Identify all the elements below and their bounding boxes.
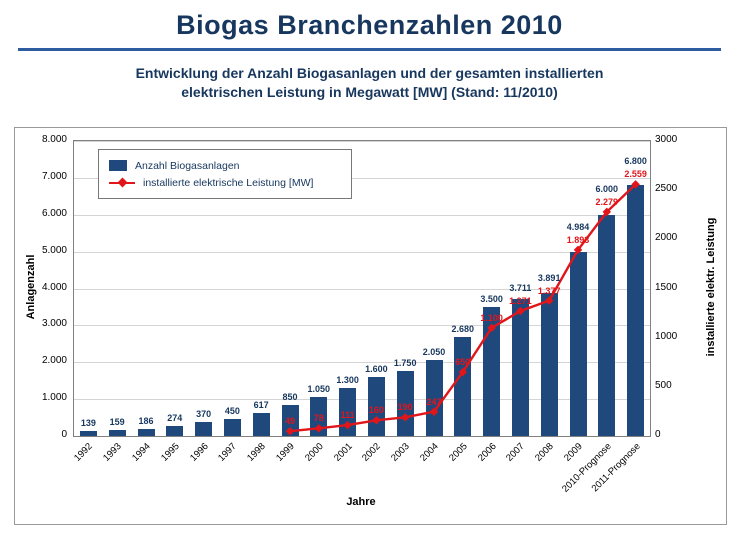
legend-line-swatch-icon (109, 177, 135, 187)
legend-item-line: installierte elektrische Leistung [MW] (109, 174, 339, 191)
right-axis-title: installierte elektr. Leistung (705, 217, 717, 357)
gridline (74, 325, 650, 327)
bar-value-label: 370 (196, 409, 212, 420)
left-axis-tick-label: 8.000 (41, 134, 67, 145)
line-value-label: 2.279 (595, 196, 619, 207)
bar (223, 419, 241, 436)
bar (569, 252, 587, 436)
left-axis-tick-label: 4.000 (41, 281, 67, 293)
bar-value-label: 274 (167, 412, 183, 423)
line-value-label: 2.559 (624, 169, 647, 180)
gridline (74, 251, 650, 253)
right-axis-tick-label: 2500 (655, 183, 678, 195)
gridline (74, 214, 650, 216)
right-axis-tick-label: 1000 (655, 330, 678, 342)
legend-line-label: installierte elektrische Leistung [MW] (143, 176, 314, 189)
bar-value-label: 1.050 (307, 384, 331, 395)
bar-value-label: 3.891 (537, 272, 561, 283)
chart-subtitle-line1: Entwicklung der Anzahl Biogasanlagen und… (135, 65, 604, 81)
gridline (74, 141, 650, 142)
chart-subtitle: Entwicklung der Anzahl Biogasanlagen und… (0, 64, 739, 102)
bar (252, 413, 270, 436)
left-axis-tick-label: 1.000 (41, 392, 67, 404)
bar (483, 306, 501, 436)
chart-legend: Anzahl Biogasanlagen installierte elektr… (98, 149, 352, 199)
bar-value-label: 6.800 (624, 156, 647, 167)
chart-subtitle-line2: elektrischen Leistung in Megawatt [MW] (… (181, 84, 558, 100)
bar (627, 185, 645, 436)
title-divider (18, 48, 721, 51)
bar-value-label: 186 (138, 416, 154, 427)
bar (511, 299, 529, 436)
bar-value-label: 6.000 (595, 183, 619, 194)
bar (166, 425, 184, 436)
legend-bar-swatch-icon (109, 160, 127, 171)
left-axis-tick-label: 0 (61, 429, 67, 440)
bar (598, 214, 616, 436)
right-axis-tick-label: 2000 (655, 232, 678, 244)
right-axis-tick-label: 0 (655, 429, 661, 440)
line-value-label: 1.377 (537, 285, 561, 296)
left-axis-tick-label: 5.000 (41, 244, 67, 256)
line-value-label: 650 (455, 357, 471, 368)
chart-area: Anlagenzahl installierte elektr. Leistun… (14, 127, 727, 525)
right-axis-tick-label: 500 (655, 379, 672, 391)
bar (108, 430, 126, 436)
bar-value-label: 1.750 (393, 358, 417, 369)
left-axis-tick-label: 6.000 (41, 207, 67, 219)
legend-item-bars: Anzahl Biogasanlagen (109, 157, 339, 174)
bar-value-label: 2.680 (451, 324, 475, 335)
gridline (74, 399, 650, 401)
bar-value-label: 2.050 (422, 347, 446, 358)
bar-value-label: 4.984 (566, 221, 590, 232)
left-axis-tick-label: 2.000 (41, 355, 67, 367)
bar-value-label: 1.300 (336, 375, 359, 386)
legend-bar-label: Anzahl Biogasanlagen (135, 159, 240, 172)
bar-value-label: 139 (80, 417, 96, 428)
gridline (74, 177, 650, 179)
bar-value-label: 450 (224, 406, 240, 417)
page-title: Biogas Branchenzahlen 2010 (176, 10, 563, 40)
bar (454, 337, 472, 436)
bar-value-label: 159 (109, 417, 125, 428)
line-value-label: 247 (426, 396, 442, 407)
line-value-label: 1.100 (480, 312, 503, 323)
bar (137, 429, 155, 436)
plot-area: Anzahl Biogasanlagen installierte elektr… (73, 140, 651, 437)
bar-value-label: 617 (253, 400, 269, 411)
bar (195, 422, 213, 436)
line-value-label: 1.271 (509, 296, 532, 307)
left-axis-tick-label: 7.000 (41, 170, 67, 182)
right-axis-tick-label: 1500 (655, 281, 678, 293)
left-axis-tick-label: 3.000 (41, 318, 67, 330)
right-axis-tick-label: 3000 (655, 134, 678, 145)
bar (79, 430, 97, 436)
x-axis-title: Jahre (346, 496, 376, 508)
line-value-label: 1.893 (566, 234, 590, 245)
bar (540, 292, 558, 436)
legend-diamond-marker-icon (117, 177, 128, 187)
